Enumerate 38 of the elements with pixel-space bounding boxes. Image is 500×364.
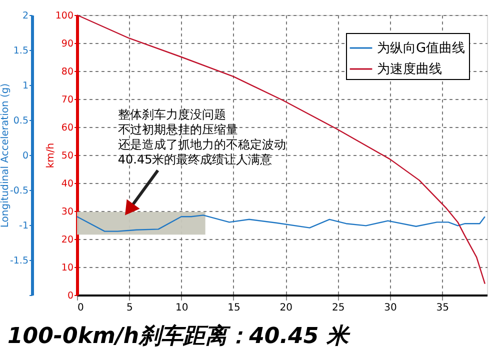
x-tick-label: 20 xyxy=(280,302,293,314)
y2-tick-label: 100 xyxy=(55,10,74,22)
text: 100-0km/h刹车距离：40.45 米 xyxy=(7,323,350,349)
y2-tick-label: 70 xyxy=(61,94,74,106)
x-tick-label: 0 xyxy=(78,302,84,314)
y-tick-label: 1.5 xyxy=(13,46,28,56)
legend-label: 为纵向G值曲线 xyxy=(377,41,466,56)
x-tick-label: 25 xyxy=(332,302,345,314)
line-series xyxy=(76,14,486,284)
y2-tick-label: 60 xyxy=(61,122,74,134)
y-tick-label: 0.5 xyxy=(13,116,28,126)
line-series xyxy=(76,214,486,232)
y2-tick-label: 20 xyxy=(61,234,74,246)
y2-axis-title: km/h xyxy=(45,142,56,168)
x-tick-label: 5 xyxy=(126,302,133,314)
y-axis-title: Longitudinal Acceleration (g) xyxy=(0,83,11,228)
y-tick-label: 1 xyxy=(22,80,28,92)
y2-tick-label: 50 xyxy=(61,150,74,162)
y2-tick-label: 0 xyxy=(67,290,74,302)
y2-tick-label: 30 xyxy=(61,206,74,218)
x-tick-label: 10 xyxy=(175,302,188,314)
annotation: 40.45米的最终成绩让人满意 xyxy=(118,152,272,166)
x-tick-label: 15 xyxy=(228,302,240,314)
legend-label: 为速度曲线 xyxy=(377,61,442,77)
x-tick-label: 35 xyxy=(436,302,450,314)
y2-tick-label: 40 xyxy=(61,178,74,190)
annotation: 整体刹车力度没问题 xyxy=(118,107,226,122)
y-tick-label: 0 xyxy=(22,150,28,162)
annotation: 不过初期悬挂的压缩量 xyxy=(118,122,238,136)
y-tick-label: -1 xyxy=(19,220,28,232)
y-tick-label: -0.5 xyxy=(10,186,28,196)
y2-tick-label: 90 xyxy=(61,38,74,50)
y-tick-label: -1.5 xyxy=(10,256,28,266)
y2-tick-label: 80 xyxy=(61,66,74,78)
y-tick-label: 2 xyxy=(22,10,28,22)
x-tick-label: 30 xyxy=(384,302,397,314)
annotation: 还是造成了抓地力的不稳定波动 xyxy=(118,137,286,152)
y2-tick-label: 10 xyxy=(61,262,74,274)
